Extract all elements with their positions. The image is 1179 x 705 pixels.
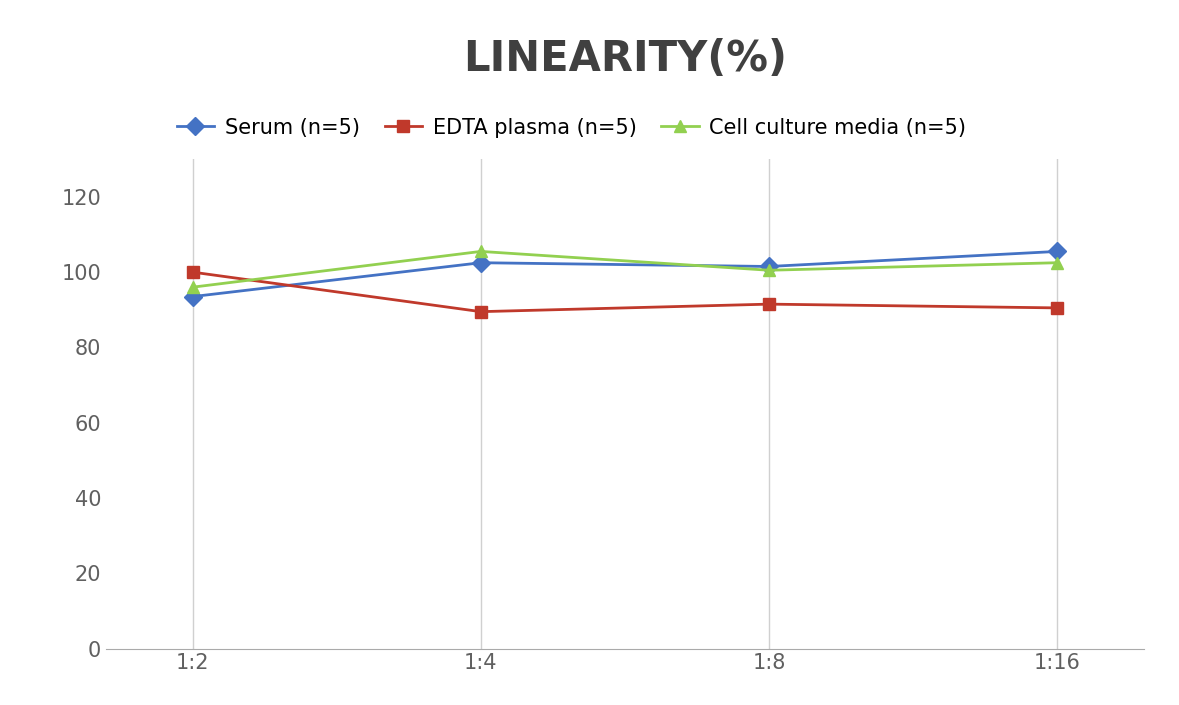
Serum (n=5) [185, 293, 199, 301]
Legend: Serum (n=5), EDTA plasma (n=5), Cell culture media (n=5): Serum (n=5), EDTA plasma (n=5), Cell cul… [169, 109, 975, 147]
Line: Cell culture media (n=5): Cell culture media (n=5) [186, 245, 1063, 293]
Serum (n=5) [474, 259, 488, 267]
Serum (n=5) [762, 262, 776, 271]
Cell culture media (n=5) [185, 283, 199, 291]
Line: EDTA plasma (n=5): EDTA plasma (n=5) [186, 266, 1063, 318]
EDTA plasma (n=5) [185, 268, 199, 276]
EDTA plasma (n=5) [474, 307, 488, 316]
Cell culture media (n=5) [762, 266, 776, 274]
EDTA plasma (n=5) [762, 300, 776, 308]
EDTA plasma (n=5) [1050, 304, 1065, 312]
Cell culture media (n=5) [1050, 259, 1065, 267]
Text: LINEARITY(%): LINEARITY(%) [463, 38, 786, 80]
Cell culture media (n=5) [474, 247, 488, 256]
Serum (n=5) [1050, 247, 1065, 256]
Line: Serum (n=5): Serum (n=5) [186, 245, 1063, 303]
